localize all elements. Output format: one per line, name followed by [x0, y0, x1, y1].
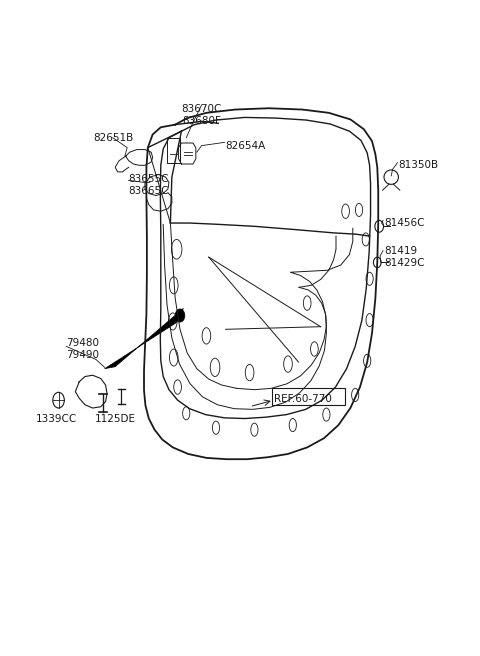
Text: 1125DE: 1125DE	[95, 413, 136, 424]
Text: 83655C
83665C: 83655C 83665C	[129, 174, 169, 195]
Text: 82651B: 82651B	[94, 133, 134, 143]
Bar	[167, 138, 180, 163]
Text: 83670C
83680F: 83670C 83680F	[181, 104, 222, 125]
Circle shape	[175, 309, 185, 322]
Text: 81419
81429C: 81419 81429C	[384, 247, 424, 268]
Text: 1339CC: 1339CC	[36, 413, 77, 424]
Text: 81456C: 81456C	[384, 218, 424, 228]
Polygon shape	[105, 308, 183, 369]
Text: 79480
79490: 79480 79490	[66, 338, 99, 359]
Text: REF.60-770: REF.60-770	[274, 394, 332, 404]
Text: 81350B: 81350B	[398, 160, 439, 171]
Text: 82654A: 82654A	[226, 140, 266, 151]
